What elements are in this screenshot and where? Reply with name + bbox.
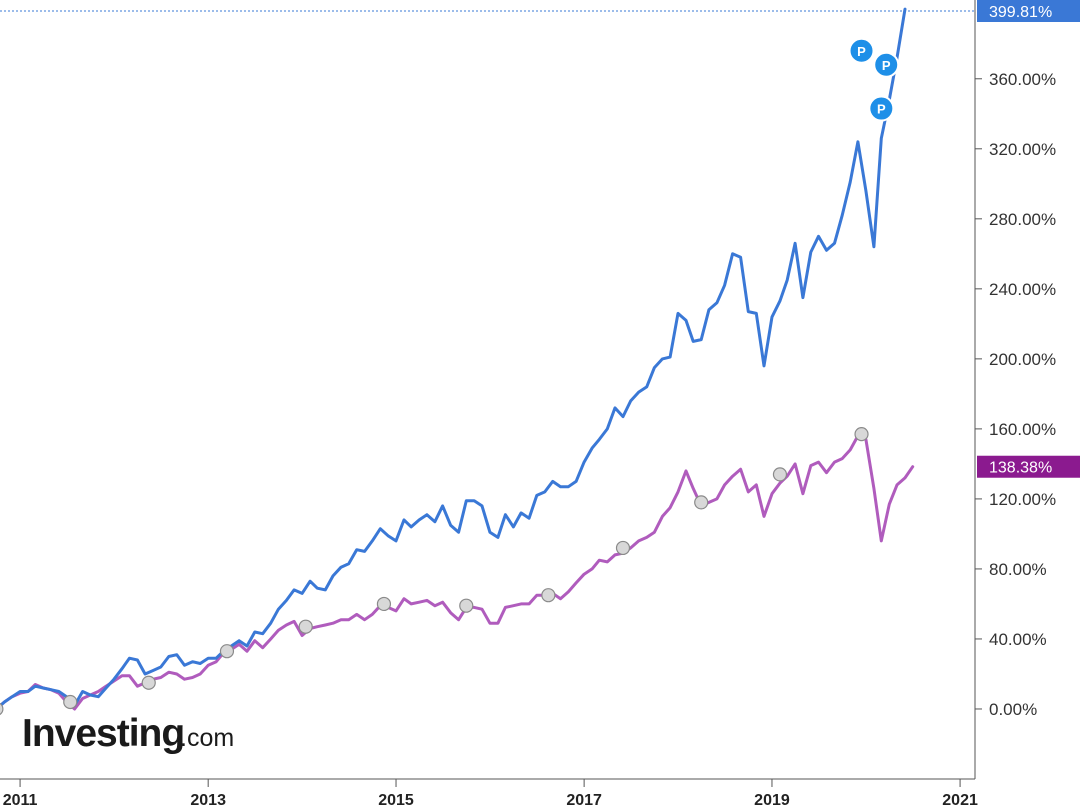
event-marker[interactable]	[376, 596, 392, 612]
last-value-badge-label: 399.81%	[989, 4, 1052, 21]
y-tick-label: 80.00%	[989, 560, 1047, 579]
series-line-0	[0, 7, 907, 708]
logo-suffix-text: .com	[180, 724, 234, 752]
event-marker[interactable]	[141, 675, 156, 690]
last-value-badges: 399.81% 138.38%	[0, 0, 1080, 478]
x-tick-label: 2015	[378, 792, 414, 809]
event-marker[interactable]	[694, 495, 709, 510]
investing-logo: Investing .com	[22, 712, 234, 755]
p-marker-circle[interactable]	[848, 37, 875, 64]
x-tick-label: 2011	[3, 792, 38, 809]
event-marker[interactable]	[541, 588, 556, 603]
event-marker[interactable]	[63, 694, 78, 710]
y-tick-label: 120.00%	[989, 490, 1056, 509]
x-tick-label: 2021	[942, 792, 978, 809]
p-marker-label: P	[877, 102, 886, 117]
logo-main-text: Investing	[22, 712, 184, 755]
p-marker-label: P	[857, 44, 866, 59]
y-tick-label: 320.00%	[989, 140, 1056, 159]
y-tick-label: 160.00%	[989, 420, 1056, 439]
event-marker[interactable]	[459, 598, 474, 613]
event-marker[interactable]	[0, 702, 4, 716]
y-tick-label: 40.00%	[989, 630, 1047, 649]
y-tick-label: 200.00%	[989, 350, 1056, 369]
p-marker[interactable]: P	[848, 37, 875, 64]
p-marker[interactable]: P	[868, 95, 895, 122]
event-marker[interactable]	[854, 427, 869, 442]
y-tick-label: 280.00%	[989, 210, 1056, 229]
y-tick-label: 360.00%	[989, 70, 1056, 89]
event-marker[interactable]	[615, 540, 631, 556]
p-marker-circle[interactable]	[868, 95, 895, 122]
x-tick-label: 2013	[190, 792, 226, 809]
y-tick-label: 0.00%	[989, 700, 1037, 719]
x-tick-label: 2017	[566, 792, 602, 809]
event-marker[interactable]	[772, 467, 788, 482]
p-marker[interactable]: P	[873, 51, 900, 78]
last-value-badge	[977, 455, 1080, 478]
last-value-badge	[977, 0, 1080, 22]
p-marker-circle[interactable]	[873, 51, 900, 78]
y-tick-label: 240.00%	[989, 280, 1056, 299]
x-tick-label: 2019	[754, 792, 790, 809]
y-axis-ticks: 0.00% 40.00% 80.00% 120.00% 160.00% 200.00% 24…	[975, 70, 1056, 719]
event-marker[interactable]	[298, 619, 313, 634]
event-marker[interactable]	[219, 644, 235, 659]
x-axis-ticks: 2011 2013 2015 2017 2019 2021	[3, 779, 978, 809]
last-value-badge-label: 138.38%	[989, 460, 1052, 477]
p-marker-label: P	[882, 58, 891, 73]
marker-layer: P P P	[0, 37, 900, 716]
